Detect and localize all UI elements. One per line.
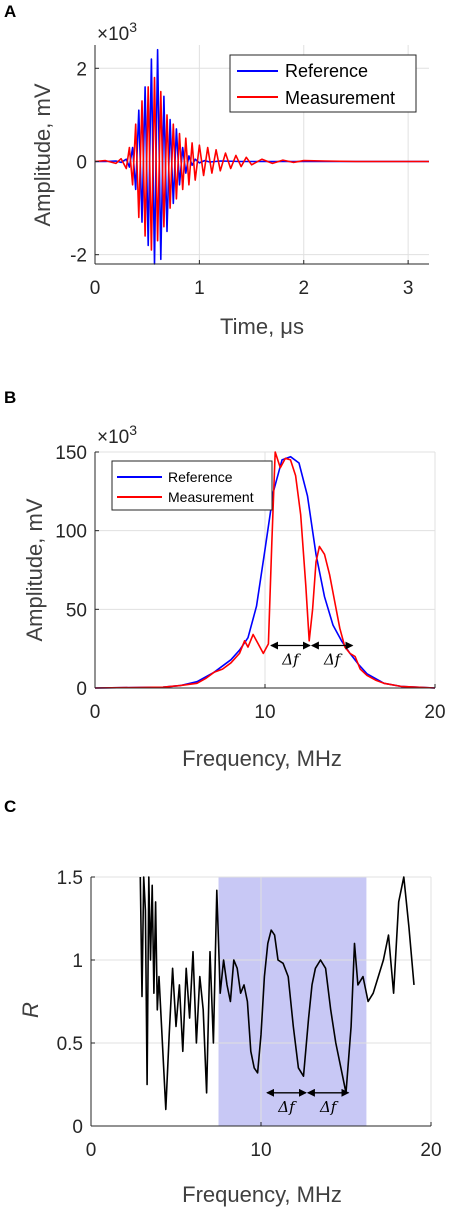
- x-axis-label-b: Frequency, MHz: [182, 746, 342, 771]
- y-tick-label: 0.5: [57, 1034, 83, 1055]
- y-tick-label: 1: [72, 951, 83, 972]
- y-tick-label: 100: [55, 522, 87, 543]
- y-exponent-b: ×103: [97, 422, 137, 448]
- series-line-a-measurement: [94, 76, 429, 251]
- y-tick-label: 0: [76, 679, 87, 700]
- delta-f-label: Δf: [323, 651, 343, 669]
- panel-c: C 0 0.5 1 1.5 0 10 20 Δf Δf Frequency, MHz R: [4, 797, 442, 1207]
- y-tick-label: -2: [70, 246, 87, 267]
- delta-f-label: Δf: [277, 1098, 297, 1116]
- x-tick-label: 10: [250, 1140, 271, 1161]
- legend-label-b-reference: Reference: [168, 469, 233, 485]
- series-line-c-0: [139, 876, 415, 1111]
- y-tick-label: 0: [72, 1117, 83, 1138]
- x-tick-label: 1: [194, 278, 205, 299]
- legend-box-a: [229, 54, 417, 113]
- y-tick-label: 2: [76, 59, 87, 80]
- annotations-c: Δf Δf: [266, 1088, 350, 1116]
- x-axis-label-a: Time, μs: [220, 314, 304, 339]
- panel-b: B 0 50 100 150 0 10 20 Δf Δf ×103 Frequency, MH…: [4, 388, 446, 771]
- series-c: [139, 876, 415, 1111]
- legend-a: Reference Measurement: [229, 54, 417, 113]
- y-axis-label-c: R: [18, 1002, 43, 1018]
- y-axis-label-b: Amplitude, mV: [22, 498, 47, 641]
- y-exponent-a: ×103: [97, 19, 137, 45]
- panel-letter-b: B: [4, 388, 16, 407]
- panel-letter-a: A: [4, 2, 16, 21]
- legend-b: Reference Measurement: [111, 460, 273, 511]
- x-tick-label: 0: [86, 1140, 97, 1161]
- series-line-b-measurement: [94, 451, 436, 689]
- y-tick-label: 150: [55, 443, 87, 464]
- y-tick-label: 0: [76, 152, 87, 173]
- x-axis-label-c: Frequency, MHz: [182, 1182, 342, 1207]
- y-tick-label: 50: [66, 600, 87, 621]
- x-tick-label: 0: [90, 278, 101, 299]
- x-tick-label: 10: [254, 702, 275, 723]
- series-a: [94, 48, 429, 265]
- panel-letter-c: C: [4, 797, 16, 816]
- y-axis-label-a: Amplitude, mV: [30, 83, 55, 226]
- x-tick-label: 20: [424, 702, 445, 723]
- annotations-b: Δf Δf: [270, 641, 354, 669]
- legend-label-a-measurement: Measurement: [285, 88, 395, 108]
- x-tick-label: 0: [90, 702, 101, 723]
- ticks-c: 0 0.5 1 1.5 0 10 20: [57, 868, 442, 1161]
- legend-label-b-measurement: Measurement: [168, 489, 254, 505]
- x-tick-label: 3: [403, 278, 414, 299]
- x-tick-label: 20: [420, 1140, 441, 1161]
- shaded-region-c: [218, 877, 367, 1126]
- delta-f-label: Δf: [281, 651, 301, 669]
- legend-box-b: [111, 460, 273, 511]
- legend-label-a-reference: Reference: [285, 61, 368, 81]
- y-tick-label: 1.5: [57, 868, 83, 889]
- delta-f-label: Δf: [319, 1098, 339, 1116]
- x-tick-label: 2: [298, 278, 309, 299]
- ticks-b: 0 50 100 150 0 10 20: [55, 443, 445, 723]
- series-b: [94, 451, 436, 689]
